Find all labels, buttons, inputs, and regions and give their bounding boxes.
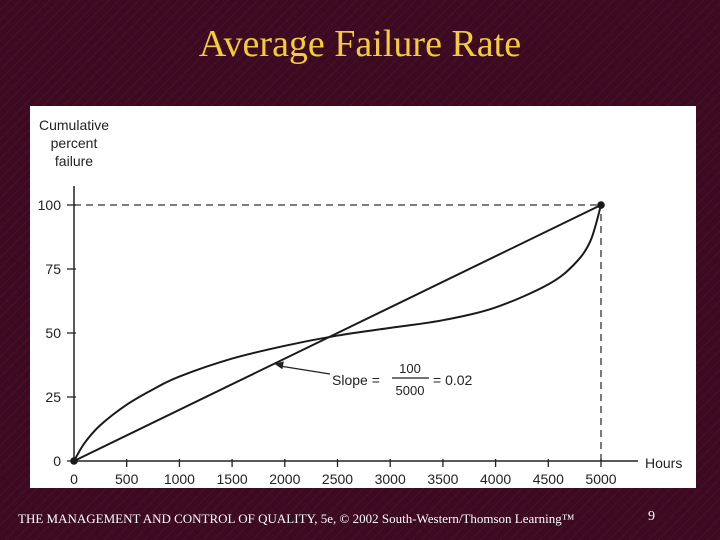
- reference-lines: [74, 204, 602, 461]
- slide-title: Average Failure Rate: [198, 23, 522, 65]
- page-number: 9: [648, 509, 655, 524]
- x-tick-label: 4500: [533, 471, 564, 487]
- x-tick-label: 2500: [322, 471, 353, 487]
- points-group: [70, 201, 605, 465]
- x-tick-label: 3000: [375, 471, 406, 487]
- annotation-arrow: [278, 365, 331, 375]
- chart-panel: Cumulative percent failure 0 25 50 75 100 0 5…: [30, 106, 696, 488]
- axes: [73, 186, 638, 462]
- series-line: [73, 204, 602, 462]
- series-group: [73, 204, 602, 462]
- x-tick-label: 4000: [480, 471, 511, 487]
- y-tick-label: 0: [53, 453, 61, 469]
- y-tick-label: 25: [45, 389, 61, 405]
- x-tick-label: 5000: [585, 471, 616, 487]
- x-tick-label: 1500: [217, 471, 248, 487]
- annotation-numerator: 100: [399, 361, 421, 376]
- y-tick-label: 100: [38, 197, 62, 213]
- y-ticks: 0 25 50 75 100: [38, 197, 76, 469]
- x-tick-label: 500: [115, 471, 139, 487]
- x-tick-label: 1000: [164, 471, 195, 487]
- failure-rate-chart: Cumulative percent failure 0 25 50 75 100 0 5…: [38, 117, 683, 487]
- y-axis-label: Cumulative percent failure: [39, 117, 109, 169]
- annotation-result: = 0.02: [433, 372, 473, 388]
- x-tick-label: 3500: [427, 471, 458, 487]
- x-ticks: 0 500 1000 1500 2000 2500 3000 3500 4000 4500 5000: [70, 459, 617, 487]
- y-tick-label: 75: [45, 261, 61, 277]
- series-line: [73, 204, 602, 462]
- y-axis-label-line: percent: [51, 135, 98, 151]
- footer-citation: THE MANAGEMENT AND CONTROL OF QUALITY, 5…: [18, 511, 575, 526]
- y-axis-label-line: failure: [55, 153, 93, 169]
- x-tick-label: 2000: [269, 471, 300, 487]
- data-point: [70, 457, 78, 465]
- annotation-slope-label: Slope =: [332, 372, 380, 388]
- data-point: [597, 201, 605, 209]
- y-axis-label-line: Cumulative: [39, 117, 109, 133]
- slope-annotation: Slope = 100 5000 = 0.02: [274, 361, 473, 398]
- x-tick-label: 0: [70, 471, 78, 487]
- y-tick-label: 50: [45, 325, 61, 341]
- annotation-arrowhead: [274, 361, 284, 370]
- annotation-denominator: 5000: [396, 383, 425, 398]
- x-axis-label: Hours: [645, 455, 682, 471]
